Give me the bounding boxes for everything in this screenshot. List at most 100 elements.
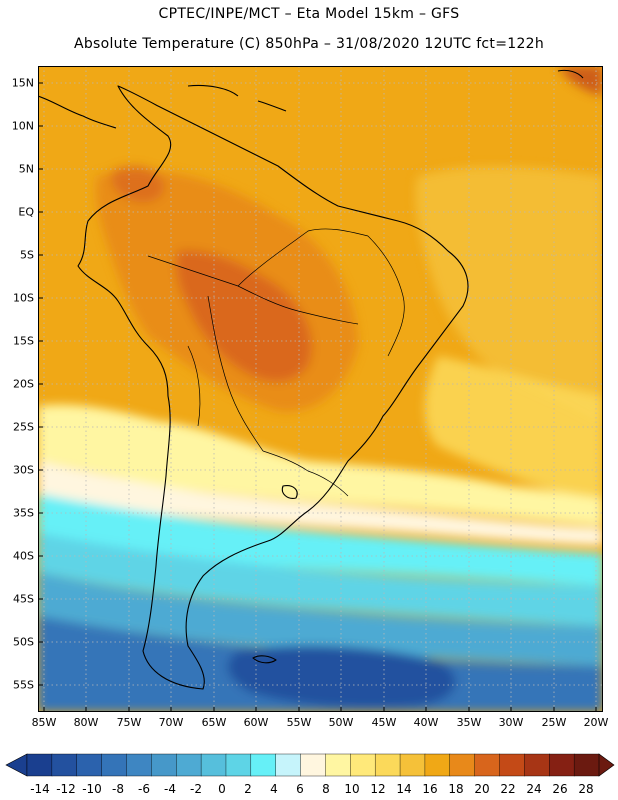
- colorbar-label: -2: [190, 782, 202, 796]
- colorbar-label: 0: [218, 782, 226, 796]
- colorbar-swatch: [474, 753, 501, 777]
- field-band-14-16-southeast: [424, 356, 603, 506]
- colorbar-label: 26: [552, 782, 568, 796]
- field-band-neg4-neg2: [38, 572, 603, 666]
- colorbar-arrow-high: [598, 753, 615, 777]
- colorbar-swatch: [399, 753, 426, 777]
- falkland-islands: [252, 655, 277, 664]
- map-border: [38, 66, 603, 712]
- lon-label: 85W: [31, 716, 57, 729]
- colorbar-label: 10: [344, 782, 360, 796]
- colorbar-swatch: [250, 753, 277, 777]
- country-borders: [147, 228, 405, 497]
- lon-label: 50W: [328, 716, 354, 729]
- colorbar-swatch: [424, 753, 451, 777]
- coastlines: [38, 69, 584, 690]
- temperature-map: [38, 66, 603, 712]
- colorbar-swatch: [449, 753, 476, 777]
- colorbar-label: -10: [82, 782, 102, 796]
- lat-label: 45S: [13, 592, 34, 606]
- colorbar-swatch: [26, 753, 53, 777]
- lat-label: 5N: [18, 162, 34, 176]
- colorbar-label: 2: [244, 782, 252, 796]
- lon-label: 35W: [456, 716, 482, 729]
- lon-label: 40W: [413, 716, 439, 729]
- colorbar-label: -8: [112, 782, 124, 796]
- lat-label: 10N: [11, 119, 34, 133]
- lon-label: 80W: [73, 716, 99, 729]
- colorbar-swatch: [499, 753, 525, 777]
- lon-label: 75W: [116, 716, 142, 729]
- lat-label: 50S: [13, 635, 34, 649]
- lon-label: 70W: [158, 716, 184, 729]
- colorbar-arrow-low: [5, 753, 28, 777]
- lat-label: 25S: [13, 420, 34, 434]
- lon-label: 60W: [243, 716, 269, 729]
- field-band-neg12-neg10: [227, 645, 456, 708]
- field-band-0-2: [38, 533, 603, 626]
- colorbar-swatch: [76, 753, 103, 777]
- lon-label: 20W: [583, 716, 609, 729]
- color-scale-bar: [5, 753, 615, 777]
- colorbar-swatch: [374, 753, 401, 777]
- colorbar-label: 24: [526, 782, 542, 796]
- colorbar-label: -12: [56, 782, 76, 796]
- lat-label: EQ: [18, 205, 34, 219]
- colorbar-swatch: [200, 753, 227, 777]
- lon-label: 55W: [286, 716, 312, 729]
- field-band-16-18-ocean: [415, 166, 603, 426]
- field-band-10-12: [38, 404, 603, 526]
- colorbar-label: 28: [578, 782, 594, 796]
- colorbar-swatch: [325, 753, 351, 777]
- lon-label: 25W: [541, 716, 567, 729]
- lagoon-south-brazil: [281, 485, 298, 499]
- caribbean-islands: [187, 69, 584, 112]
- colorbar-label: 14: [396, 782, 412, 796]
- lat-label: 10S: [13, 291, 34, 305]
- colorbar-label: 8: [322, 782, 330, 796]
- lat-label: 55S: [13, 678, 34, 692]
- colorbar-swatch: [225, 753, 252, 777]
- lat-label: 35S: [13, 506, 34, 520]
- colorbar-swatch: [524, 753, 550, 777]
- field-band-warm-corner: [558, 66, 603, 96]
- colorbar-label: 20: [474, 782, 490, 796]
- lat-label: 40S: [13, 549, 34, 563]
- colorbar-label: 12: [370, 782, 386, 796]
- lat-label: 30S: [13, 463, 34, 477]
- colorbar-label: 18: [448, 782, 464, 796]
- lat-label: 5S: [20, 248, 34, 262]
- chart-title-line-1: CPTEC/INPE/MCT – Eta Model 15km – GFS: [158, 6, 460, 22]
- field-band-20-22: [176, 250, 312, 382]
- lat-label: 15N: [11, 76, 34, 90]
- field-band-6-8: [38, 461, 603, 546]
- colorbar-label: 6: [296, 782, 304, 796]
- lon-label: 30W: [498, 716, 524, 729]
- central-america-outline: [38, 95, 117, 129]
- south-america-outline: [77, 85, 469, 690]
- field-band-2-4: [38, 494, 603, 586]
- colorbar-label: 4: [270, 782, 278, 796]
- colorbar-swatch: [176, 753, 202, 777]
- colorbar-swatch: [101, 753, 127, 777]
- colorbar-swatch: [350, 753, 376, 777]
- lon-label: 45W: [371, 716, 397, 729]
- lat-label: 20S: [13, 377, 34, 391]
- colorbar-label: -4: [164, 782, 176, 796]
- colorbar-swatch: [549, 753, 575, 777]
- axis-ticks: [38, 82, 597, 712]
- colorbar-label: -14: [30, 782, 50, 796]
- colorbar-label: 16: [422, 782, 438, 796]
- chart-title-line-2: Absolute Temperature (C) 850hPa – 31/08/…: [73, 36, 545, 52]
- colorbar-swatch: [126, 753, 152, 777]
- field-band-20-22-north: [111, 165, 164, 203]
- lon-label: 65W: [201, 716, 227, 729]
- colorbar-label: -6: [138, 782, 150, 796]
- colorbar-swatch: [275, 753, 302, 777]
- colorbar-swatch: [573, 753, 600, 777]
- lat-label: 15S: [13, 334, 34, 348]
- colorbar-swatch: [300, 753, 326, 777]
- colorbar-label: 22: [500, 782, 516, 796]
- colorbar-swatch: [151, 753, 177, 777]
- colorbar-swatch: [51, 753, 78, 777]
